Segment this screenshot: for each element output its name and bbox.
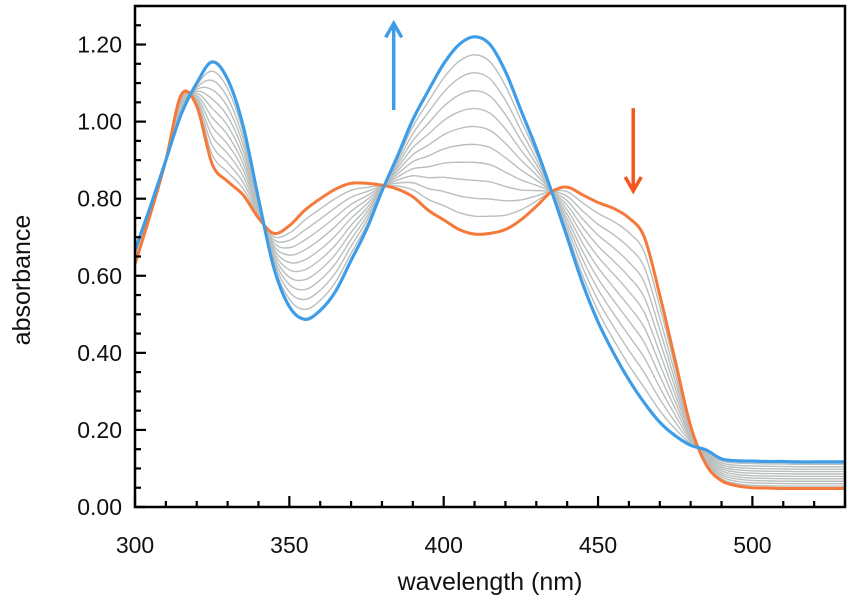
intermediate-spectrum-line: [134, 90, 845, 473]
y-tick-label: 0.20: [77, 417, 122, 443]
y-tick-labels: 0.00 0.20 0.40 0.60 0.80 1.00 1.20: [77, 32, 122, 520]
y-tick-label: 0.40: [77, 340, 122, 366]
x-tick-label: 450: [579, 532, 617, 558]
intermediate-spectrum-line: [134, 93, 845, 482]
intermediate-spectrum-line: [134, 92, 845, 485]
x-tick-label: 500: [733, 532, 771, 558]
x-tick-label: 400: [425, 532, 463, 558]
y-axis-title: absorbance: [8, 215, 36, 346]
y-tick-label: 0.60: [77, 263, 122, 289]
intermediate-spectrum-line: [134, 72, 845, 468]
intermediate-spectrum-line: [134, 92, 845, 475]
intermediate-spectrum-line: [134, 93, 845, 480]
final-spectrum-line: [133, 35, 845, 464]
axis-ticks: [133, 4, 847, 509]
x-tick-label: 350: [270, 532, 308, 558]
y-tick-label: 1.20: [77, 32, 122, 58]
x-axis-title: wavelength (nm): [397, 568, 583, 596]
initial-spectrum-line: [133, 89, 845, 491]
spectra-curves: [133, 35, 845, 491]
plot-frame: [133, 4, 847, 509]
intermediate-spectrum-line: [134, 93, 845, 478]
x-tick-label: 300: [116, 532, 154, 558]
annotations: [384, 19, 643, 195]
y-tick-label: 0.00: [77, 494, 122, 520]
y-tick-label: 1.00: [77, 109, 122, 135]
down-arrow-head-icon: [623, 176, 643, 195]
intermediate-spectrum-line: [134, 86, 845, 470]
y-tick-label: 0.80: [77, 186, 122, 212]
x-tick-labels: 300 350 400 450 500: [116, 532, 772, 558]
intermediate-spectrum-line: [134, 91, 845, 487]
up-arrow-head-icon: [384, 19, 404, 39]
